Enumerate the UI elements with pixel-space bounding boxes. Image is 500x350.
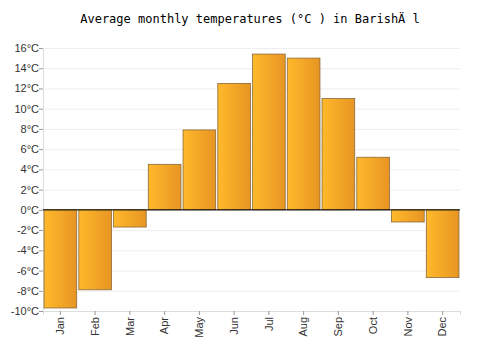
y-axis-line xyxy=(44,49,461,312)
x-tick-label: Nov xyxy=(402,317,414,337)
y-tick-mark xyxy=(39,149,43,150)
bar xyxy=(287,58,320,210)
y-tick-mark xyxy=(39,190,43,191)
y-tick-mark xyxy=(39,311,43,312)
bar xyxy=(183,130,216,210)
x-tick-label: May xyxy=(193,317,205,338)
chart: -10°C -8°C -6°C -4°C -2°C 0°C 2°C 4°C 6°C 8°C 10°C… xyxy=(0,0,500,350)
bar xyxy=(253,54,286,210)
y-tick-mark xyxy=(39,88,43,89)
grid-line xyxy=(43,48,460,49)
plot: -10°C -8°C -6°C -4°C -2°C 0°C 2°C 4°C 6°C 8°C 10°C… xyxy=(11,42,461,338)
grid-line xyxy=(43,68,460,69)
y-tick-mark xyxy=(39,271,43,272)
y-tick: -10°C xyxy=(11,305,460,317)
baseline xyxy=(43,209,460,210)
x-tick: Nov xyxy=(402,311,414,337)
grid-line xyxy=(43,149,460,150)
y-tick-label: -2°C xyxy=(17,224,39,236)
x-tick-mark xyxy=(442,311,443,315)
grid-line xyxy=(43,88,460,89)
bars xyxy=(44,54,459,308)
bar xyxy=(322,99,355,210)
y-tick-label: 14°C xyxy=(14,62,39,74)
bar xyxy=(79,210,112,290)
x-tick: Jan xyxy=(54,311,66,335)
x-tick: May xyxy=(193,311,205,338)
y-tick-label: 2°C xyxy=(21,184,40,196)
y-tick-mark xyxy=(39,230,43,231)
x-tick-mark xyxy=(95,311,96,315)
bar xyxy=(148,164,181,210)
y-tick-label: 12°C xyxy=(14,82,39,94)
x-tick: Sep xyxy=(332,311,344,337)
x-tick-mark xyxy=(303,311,304,315)
x-tick: Aug xyxy=(297,311,309,337)
x-tick: Jul xyxy=(263,311,275,331)
y-tick-mark xyxy=(39,129,43,130)
grid-line xyxy=(43,190,460,191)
x-tick-label: Jan xyxy=(54,317,66,335)
x-tick-label: Apr xyxy=(158,317,170,334)
bar xyxy=(44,210,77,308)
x-axis: Jan Feb Mar Apr May Jun Jul Aug Sep Oct Nov Dec xyxy=(44,311,461,338)
y-tick-mark xyxy=(39,109,43,110)
grid-line xyxy=(43,109,460,110)
y-tick-mark xyxy=(39,210,43,211)
y-tick-label: 16°C xyxy=(14,42,39,54)
x-tick-mark xyxy=(199,311,200,315)
bar xyxy=(392,210,425,222)
grid-line xyxy=(43,129,460,130)
x-tick-mark xyxy=(407,311,408,315)
x-tick: Dec xyxy=(436,311,448,337)
y-tick: 16°C xyxy=(14,42,460,54)
y-tick-mark xyxy=(39,68,43,69)
x-tick-label: Mar xyxy=(124,317,136,336)
x-tick: Feb xyxy=(89,311,101,336)
x-tick-label: Dec xyxy=(436,317,448,337)
y-tick-label: 6°C xyxy=(21,143,40,155)
x-tick-mark xyxy=(164,311,165,315)
bar xyxy=(357,157,390,210)
y-tick-label: 8°C xyxy=(21,123,40,135)
x-tick: Apr xyxy=(158,311,170,334)
y-tick-mark xyxy=(39,291,43,292)
y-tick-label: -4°C xyxy=(17,244,39,256)
bar xyxy=(218,83,251,209)
x-tick-label: Jul xyxy=(263,317,275,331)
y-tick-label: -6°C xyxy=(17,265,39,277)
x-tick-mark xyxy=(268,311,269,315)
y-tick-label: -8°C xyxy=(17,285,39,297)
y-tick-mark xyxy=(39,250,43,251)
grid-line xyxy=(43,291,460,292)
bar xyxy=(426,210,459,278)
x-tick-mark xyxy=(60,311,61,315)
x-tick-mark xyxy=(373,311,374,315)
x-tick-label: Aug xyxy=(297,317,309,337)
x-tick-label: Feb xyxy=(89,317,101,336)
y-tick-label: -10°C xyxy=(11,305,39,317)
x-tick-mark xyxy=(129,311,130,315)
x-tick-label: Oct xyxy=(367,317,379,334)
y-tick: 14°C xyxy=(14,62,460,74)
x-tick: Mar xyxy=(124,311,136,336)
x-tick-label: Sep xyxy=(332,317,344,337)
y-tick-label: 4°C xyxy=(21,163,40,175)
y-tick-label: 0°C xyxy=(21,204,40,216)
title: Average monthly temperatures (°C ) in Ba… xyxy=(80,11,420,26)
y-tick-mark xyxy=(39,48,43,49)
x-tick-label: Jun xyxy=(228,317,240,335)
y-tick-mark xyxy=(39,169,43,170)
y-axis: -10°C -8°C -6°C -4°C -2°C 0°C 2°C 4°C 6°C 8°C 10°C… xyxy=(11,42,460,317)
y-tick-label: 10°C xyxy=(14,103,39,115)
x-axis-line xyxy=(44,312,461,316)
bar xyxy=(114,210,147,227)
x-tick: Oct xyxy=(367,311,379,334)
x-tick: Jun xyxy=(228,311,240,335)
x-tick-mark xyxy=(338,311,339,315)
grid-line xyxy=(43,169,460,170)
x-tick-mark xyxy=(234,311,235,315)
